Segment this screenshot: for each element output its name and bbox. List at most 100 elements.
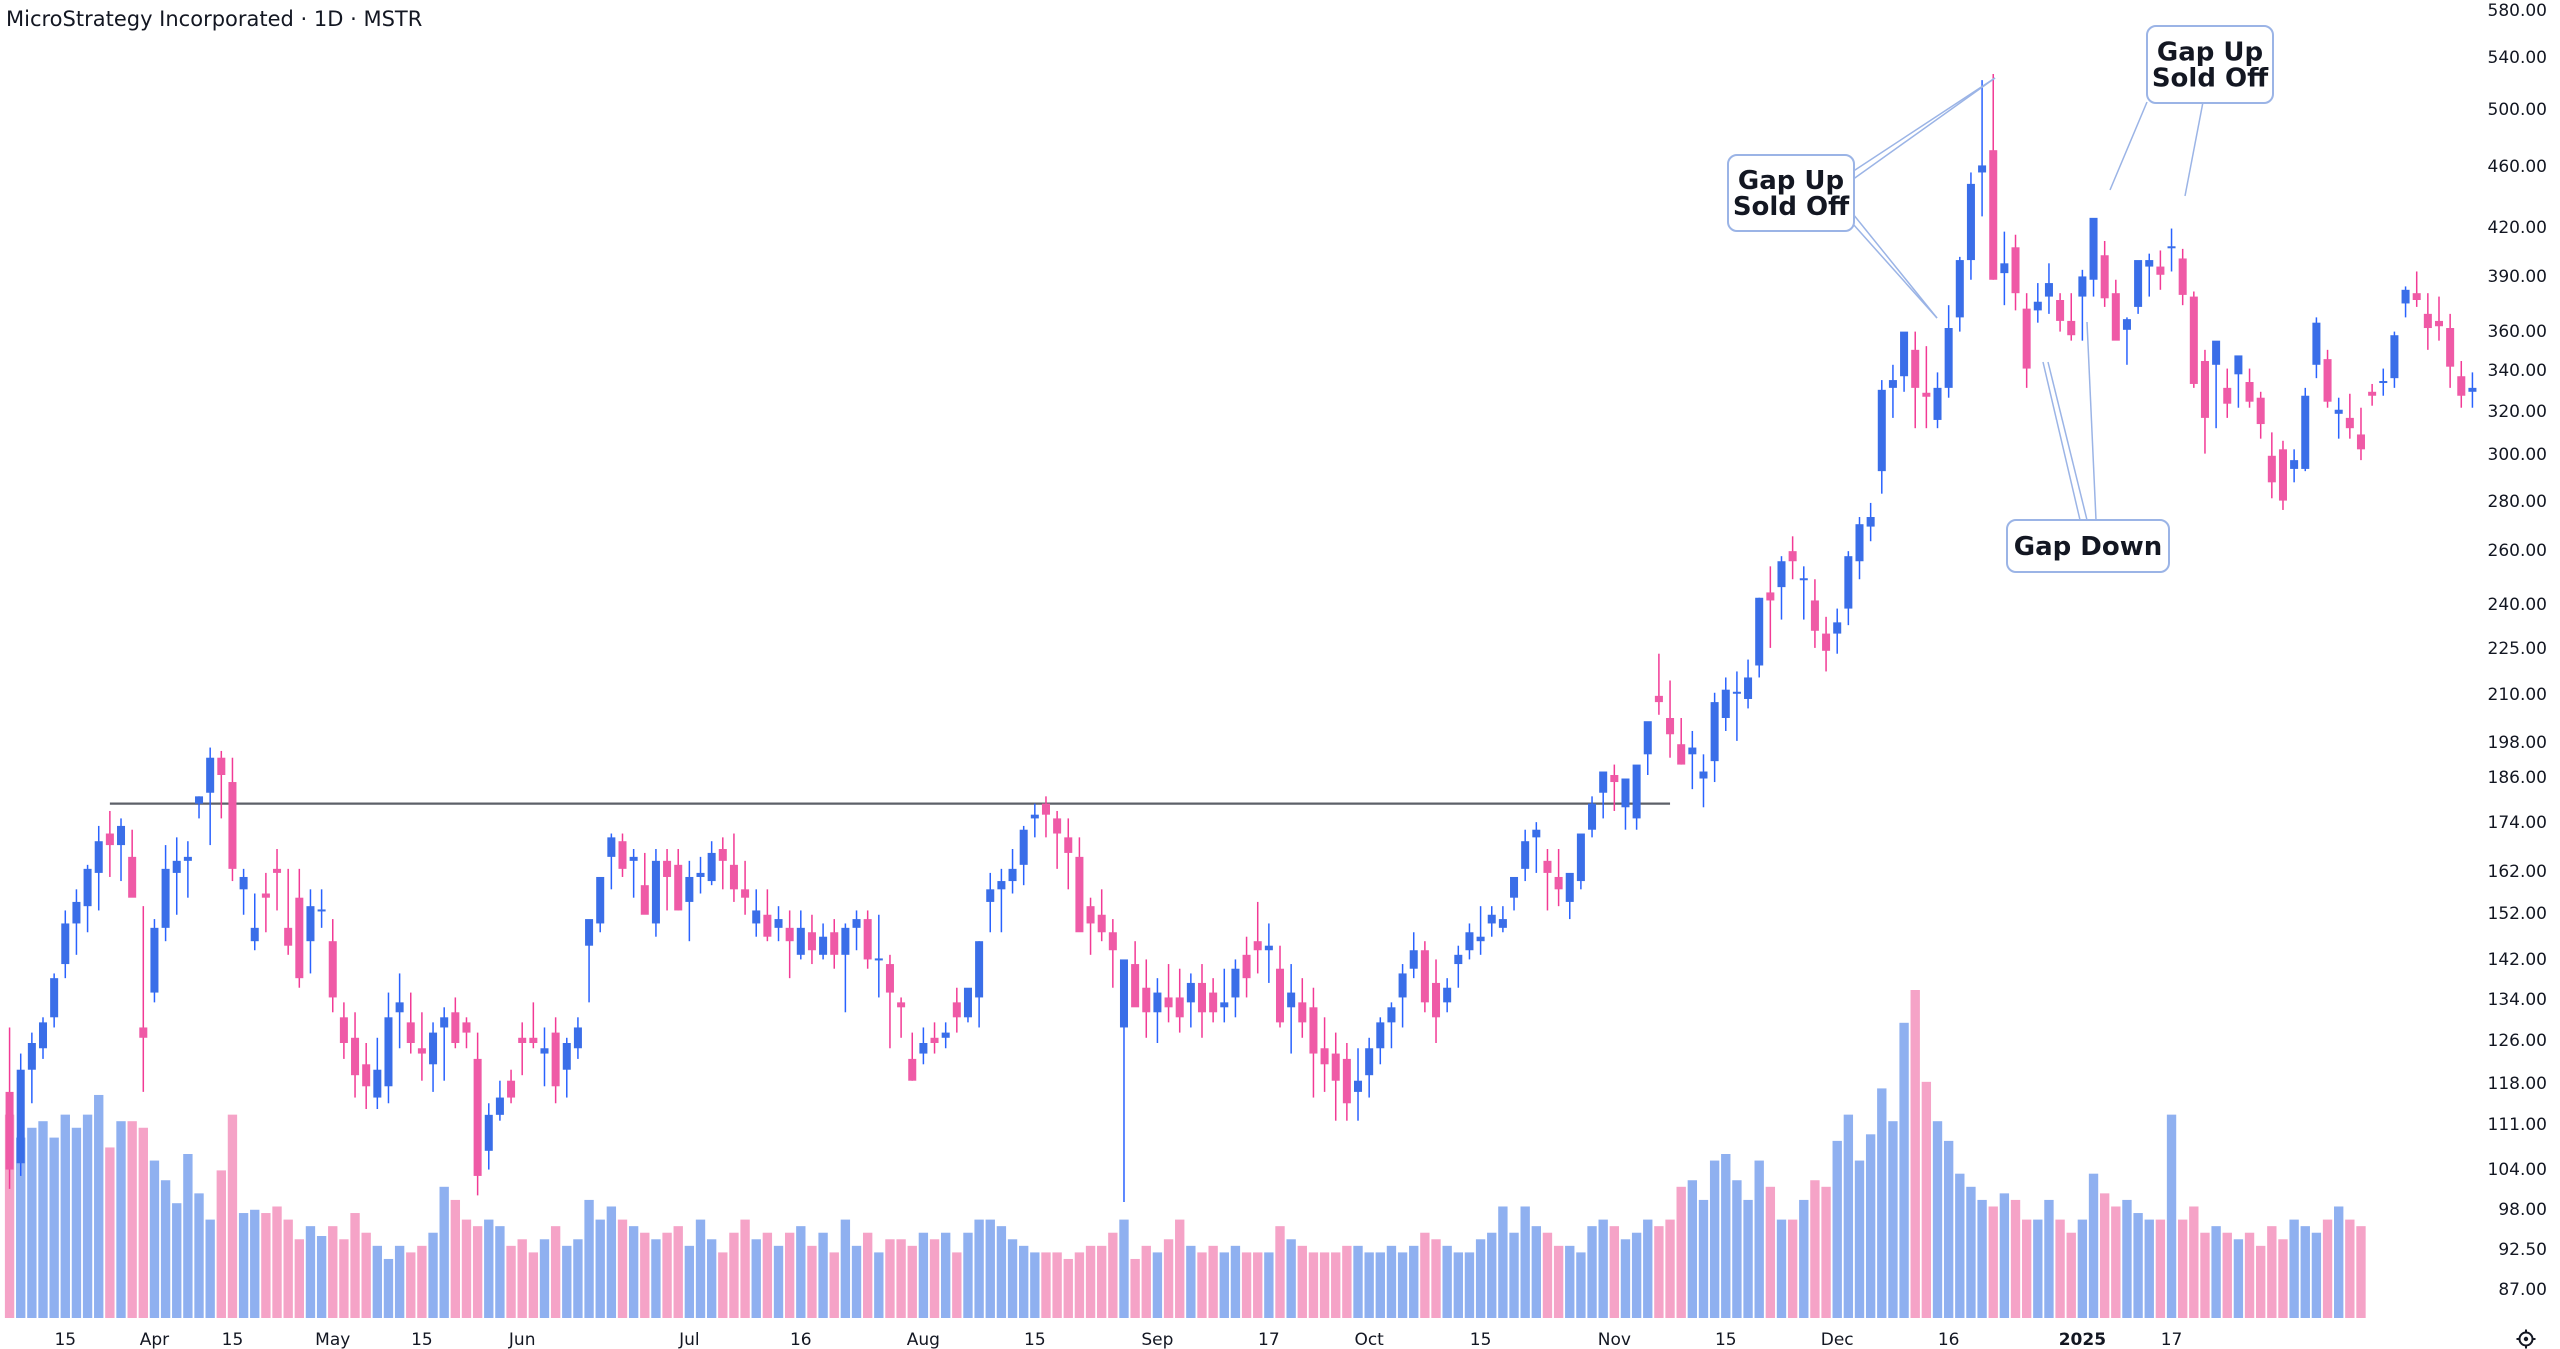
volume-bar [751, 1239, 761, 1318]
candle [440, 1007, 449, 1081]
candle [451, 997, 460, 1049]
volume-bar [227, 1114, 238, 1318]
volume-bar [784, 1232, 795, 1318]
price-tick-label: 92.50 [2498, 1240, 2547, 1260]
candle [1788, 536, 1797, 580]
volume-bar [1097, 1245, 1107, 1318]
volume-bar [1420, 1232, 1430, 1318]
date-tick-label: Jun [508, 1330, 536, 1349]
candle [1420, 941, 1429, 1013]
volume-bar [2066, 1232, 2076, 1318]
volume-bar [1019, 1245, 1029, 1318]
volume-bar [49, 1137, 59, 1318]
volume-bar [2122, 1199, 2132, 1318]
candle [573, 1017, 582, 1059]
volume-bar [450, 1199, 461, 1318]
volume-bar [2334, 1206, 2344, 1318]
candle [863, 910, 872, 969]
candle [1387, 1002, 1396, 1049]
candle [819, 923, 828, 960]
price-tick-label: 126.00 [2488, 1031, 2547, 1051]
candle [2401, 286, 2410, 318]
candle [2044, 263, 2053, 314]
volume-bar [2256, 1245, 2266, 1318]
volume-bar [1977, 1199, 1987, 1318]
candle [2100, 240, 2109, 307]
volume-bar [2200, 1232, 2210, 1318]
volume-bar [2178, 1219, 2188, 1318]
volume-bar [1520, 1206, 1530, 1318]
volume-bar [941, 1232, 951, 1318]
candle [2301, 387, 2310, 472]
volume-bar [105, 1147, 115, 1318]
candle [529, 1002, 538, 1049]
candle [1264, 923, 1273, 983]
price-tick-label: 210.00 [2488, 685, 2547, 705]
candle [1866, 502, 1875, 542]
candle [1487, 906, 1496, 937]
volume-bar [584, 1199, 594, 1318]
volume-bar [1654, 1226, 1664, 1318]
volume-bar [550, 1226, 561, 1318]
candle [38, 1017, 48, 1059]
volume-bar [272, 1206, 282, 1318]
volume-bar [328, 1226, 338, 1318]
volume-bar [1598, 1219, 1608, 1318]
candle [2345, 393, 2354, 439]
candle [1554, 848, 1563, 907]
date-tick-label: 16 [1938, 1330, 1960, 1349]
candle [50, 973, 59, 1028]
volume-bar [361, 1232, 371, 1318]
volume-bar [439, 1186, 449, 1318]
volume-bar [807, 1245, 817, 1318]
candle [2212, 340, 2221, 429]
candle [462, 1017, 471, 1049]
volume-bar [2088, 1173, 2099, 1318]
volume-bar [1854, 1160, 1865, 1318]
volume-bar [2010, 1199, 2021, 1318]
price-tick-label: 87.00 [2498, 1280, 2547, 1300]
volume-bar [2133, 1213, 2143, 1318]
candle [2379, 368, 2388, 396]
candle [172, 837, 181, 915]
candle [1922, 346, 1931, 429]
volume-bar [2278, 1239, 2288, 1318]
candle [373, 1037, 382, 1110]
candle [1744, 659, 1753, 709]
candles [5, 73, 2477, 1203]
candle [1086, 897, 1095, 955]
candle [328, 919, 337, 1013]
candle [607, 833, 616, 890]
volume-bar [606, 1206, 617, 1318]
volume-bar [874, 1252, 884, 1318]
candle [94, 825, 103, 911]
volume-bar [1319, 1252, 1330, 1318]
candle [395, 973, 404, 1049]
candle [128, 829, 137, 898]
price-tick-label: 198.00 [2488, 733, 2547, 753]
volume-bar [1275, 1226, 1285, 1318]
candle [83, 864, 92, 933]
price-tick-label: 360.00 [2488, 322, 2547, 342]
volume-bar [963, 1232, 973, 1318]
candle [2000, 231, 2009, 306]
volume-bar [885, 1239, 895, 1318]
candle [841, 923, 850, 1013]
volume-bar [1219, 1252, 1229, 1318]
candle [752, 889, 761, 937]
candle [2111, 279, 2120, 341]
date-tick-label: 16 [790, 1330, 812, 1349]
volume-bar [1353, 1245, 1363, 1318]
date-axis[interactable]: 15 Apr 15 May 15 Jun Jul 16 Aug 15 Sep 17 Oct 15 Nov 15… [54, 1330, 2182, 1349]
volume-bar [974, 1219, 984, 1318]
candle [1175, 968, 1184, 1033]
candle [417, 1012, 426, 1081]
gear-icon[interactable] [2516, 1329, 2536, 1349]
price-axis[interactable]: 580.00 540.00 500.00 460.00 420.00 390.00 360.… [2488, 1, 2547, 1300]
price-tick-label: 162.00 [2488, 862, 2547, 882]
volume-bar [216, 1170, 226, 1318]
volume-bar [562, 1245, 572, 1318]
candle [2145, 253, 2154, 297]
